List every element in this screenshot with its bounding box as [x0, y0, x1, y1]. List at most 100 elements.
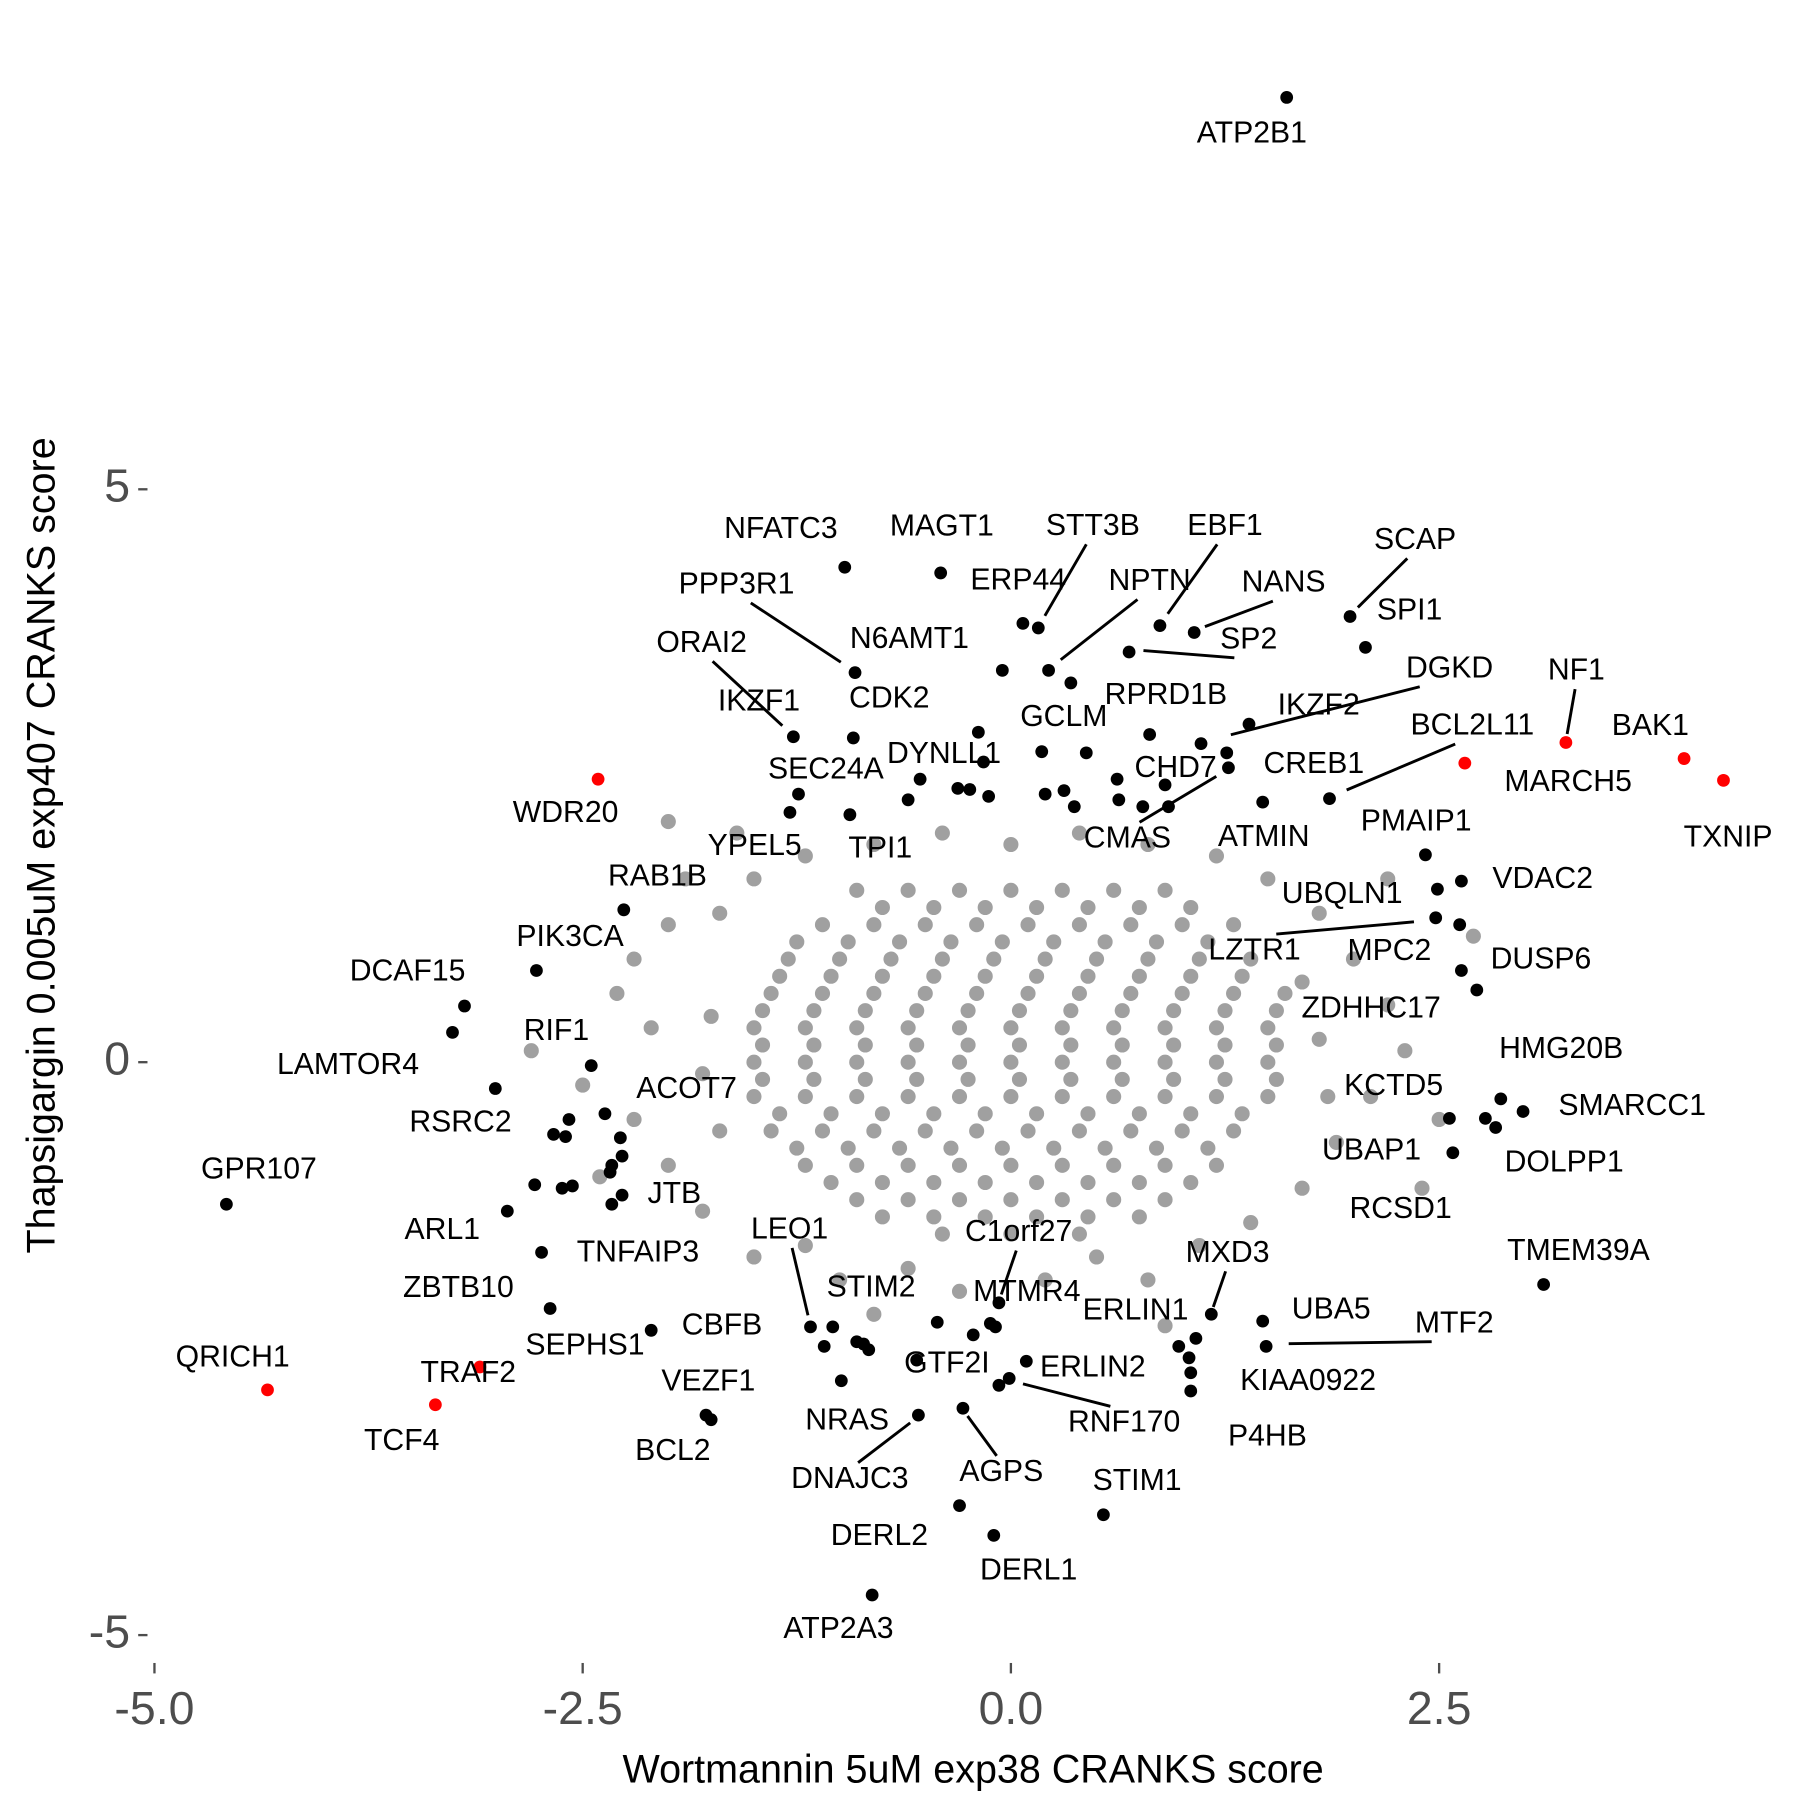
point: [772, 1106, 788, 1122]
point: [1220, 746, 1234, 760]
point: [1268, 1003, 1284, 1019]
point: [1011, 1071, 1028, 1087]
point: [1063, 1037, 1079, 1053]
point: [1029, 1209, 1045, 1225]
point: [584, 1059, 598, 1073]
point-label: SCAP: [1374, 523, 1456, 556]
point: [1106, 1054, 1122, 1070]
point-label: HMG20B: [1499, 1032, 1623, 1065]
point: [892, 934, 908, 950]
point: [1226, 1123, 1242, 1139]
point-label: LZTR1: [1208, 933, 1300, 966]
point: [977, 968, 993, 984]
point: [866, 985, 882, 1001]
point: [1038, 787, 1052, 801]
point: [1071, 917, 1087, 933]
point: [1003, 1054, 1019, 1070]
point: [1136, 800, 1150, 814]
point: [615, 1149, 629, 1163]
leader-line: [1166, 543, 1219, 615]
point: [1123, 917, 1139, 933]
point: [1256, 795, 1270, 809]
point: [797, 1054, 813, 1070]
point-label: ERP44: [970, 564, 1066, 597]
leader-line: [1356, 557, 1409, 609]
point-label: MTF2: [1415, 1306, 1494, 1339]
point: [1029, 968, 1045, 984]
point: [261, 1383, 274, 1397]
point: [960, 1071, 976, 1087]
leader-line: [1288, 1340, 1432, 1346]
point: [1268, 1071, 1284, 1087]
point-label: NANS: [1242, 566, 1326, 599]
point: [1089, 951, 1105, 967]
point: [1029, 1106, 1045, 1122]
point: [994, 934, 1010, 950]
point: [1106, 1192, 1122, 1208]
point: [1106, 1020, 1122, 1036]
point: [592, 1169, 608, 1185]
leader-line: [1043, 543, 1088, 617]
point-label: KCTD5: [1344, 1069, 1443, 1102]
point-label: CDK2: [849, 682, 930, 715]
point: [1187, 626, 1201, 639]
leader-line: [790, 1247, 810, 1316]
point: [1234, 1106, 1250, 1122]
point: [473, 1360, 487, 1374]
point: [712, 1123, 728, 1139]
point: [1184, 1384, 1198, 1398]
point-label: ATMIN: [1218, 820, 1310, 853]
point-label: TPI1: [848, 832, 912, 865]
point: [1157, 882, 1173, 898]
point: [772, 968, 788, 984]
point: [1080, 968, 1096, 984]
point: [814, 1123, 831, 1139]
point: [943, 934, 959, 950]
point: [951, 781, 965, 795]
point: [660, 1157, 676, 1173]
point: [1359, 641, 1372, 654]
point: [1208, 1020, 1224, 1036]
point: [1222, 761, 1235, 775]
point-label: N6AMT1: [850, 622, 969, 655]
point-label: P4HB: [1228, 1419, 1307, 1452]
point: [874, 1209, 890, 1225]
point: [1112, 793, 1126, 807]
point: [1003, 1089, 1019, 1105]
point: [951, 1054, 968, 1070]
point: [963, 783, 977, 796]
point: [695, 1066, 711, 1082]
point: [1037, 951, 1053, 967]
point: [1114, 1071, 1130, 1087]
point: [823, 968, 839, 984]
point: [900, 1089, 916, 1105]
point: [857, 1037, 873, 1053]
point: [857, 1003, 873, 1019]
point-label: NRAS: [805, 1403, 889, 1436]
point: [783, 806, 797, 819]
point: [1029, 1174, 1045, 1191]
point-label: GTF2I: [904, 1347, 990, 1380]
point: [1183, 968, 1199, 984]
point: [1294, 974, 1310, 990]
point-label: CREB1: [1263, 747, 1364, 780]
point: [951, 1157, 968, 1173]
point: [1208, 1157, 1224, 1173]
point-label: VDAC2: [1492, 862, 1593, 895]
point: [1140, 951, 1156, 967]
point: [1446, 1146, 1460, 1160]
point: [797, 1237, 813, 1254]
leader-line: [1346, 742, 1456, 792]
point: [814, 985, 831, 1001]
x-tick-label: -2.5: [543, 1682, 623, 1734]
point: [1256, 1314, 1270, 1328]
point: [849, 1020, 865, 1036]
point-label: CMAS: [1084, 822, 1171, 855]
point: [977, 755, 990, 769]
x-tick-label: 2.5: [1407, 1682, 1472, 1734]
point: [857, 1337, 870, 1351]
y-tick-label: 5: [104, 460, 130, 512]
point: [555, 1181, 569, 1195]
point: [806, 1071, 822, 1087]
point: [1345, 951, 1362, 967]
